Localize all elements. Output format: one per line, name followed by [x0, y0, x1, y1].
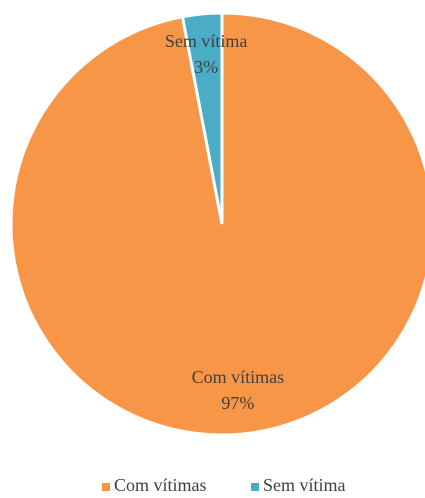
pie-slice: [180, 11, 224, 225]
legend-label: Sem vítima: [263, 475, 346, 495]
slice-label: Sem vítima: [165, 31, 248, 51]
legend-label: Com vítimas: [114, 475, 207, 495]
slice-value-label: 97%: [221, 393, 254, 413]
pie-slice: [9, 11, 425, 437]
legend-swatch: [251, 483, 259, 491]
slice-label: Com vítimas: [192, 367, 285, 387]
legend-swatch: [102, 483, 110, 491]
slice-value-label: 3%: [194, 57, 218, 77]
